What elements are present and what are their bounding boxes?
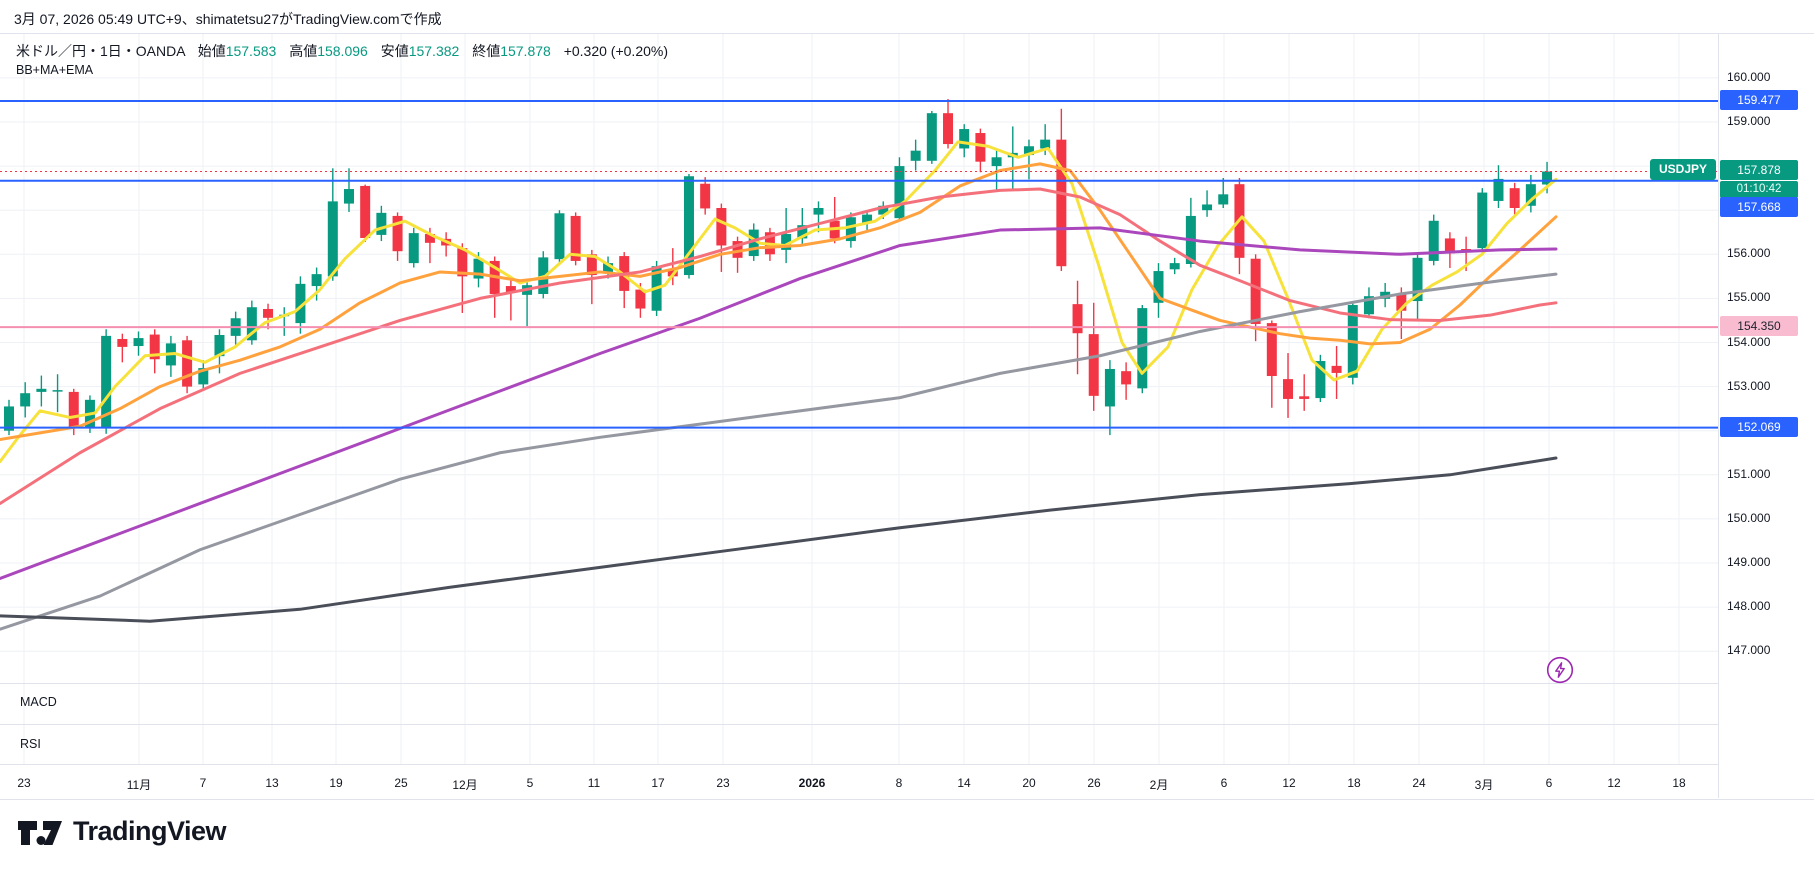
time-tick: 3月 bbox=[1474, 778, 1494, 792]
ma-slow-red bbox=[0, 187, 1558, 505]
time-tick: 20 bbox=[1022, 776, 1036, 790]
symbol-title: 米ドル／円・1日・OANDA bbox=[16, 43, 185, 59]
time-tick: 6 bbox=[1545, 776, 1553, 790]
ema-mid-orange bbox=[0, 162, 1558, 442]
price-tick: 149.000 bbox=[1727, 555, 1771, 569]
ma-dark bbox=[0, 456, 1558, 623]
low-value: 157.382 bbox=[408, 43, 460, 59]
high-label: 高値 bbox=[289, 43, 318, 59]
time-tick: 2026 bbox=[798, 776, 826, 790]
bar-countdown: 01:10:42 bbox=[1720, 181, 1798, 198]
time-tick: 23 bbox=[17, 776, 31, 790]
time-tick: 12 bbox=[1607, 776, 1621, 790]
time-axis-border bbox=[0, 764, 1718, 765]
price-tick: 160.000 bbox=[1727, 69, 1771, 84]
tradingview-logo-icon bbox=[18, 820, 62, 845]
time-tick: 2月 bbox=[1149, 778, 1169, 792]
low-label: 安値 bbox=[380, 43, 409, 59]
price-tick: 155.000 bbox=[1727, 290, 1771, 305]
chart-area[interactable] bbox=[0, 33, 1814, 800]
close-label: 終値 bbox=[472, 43, 501, 59]
price-tick: 156.000 bbox=[1727, 246, 1771, 261]
open-value: 157.583 bbox=[225, 43, 277, 59]
price-badge: 152.069 bbox=[1720, 417, 1798, 437]
price-tick: 154.000 bbox=[1727, 334, 1771, 349]
price-tick: 153.000 bbox=[1727, 378, 1771, 393]
open-label: 始値 bbox=[197, 43, 226, 59]
price-badge: 157.668 bbox=[1720, 197, 1798, 217]
time-tick: 7 bbox=[199, 776, 207, 790]
grid bbox=[0, 34, 1718, 765]
symbol-info-bar[interactable]: 米ドル／円・1日・OANDA 始値157.583 高値158.096 安値157… bbox=[16, 41, 668, 61]
price-badge: 154.350 bbox=[1720, 316, 1798, 336]
time-tick: 14 bbox=[957, 776, 971, 790]
macd-pane-label: MACD bbox=[20, 695, 57, 709]
flash-boost-button[interactable] bbox=[1546, 656, 1574, 684]
indicator-title[interactable]: BB+MA+EMA bbox=[16, 63, 94, 77]
price-tick: 159.000 bbox=[1727, 114, 1771, 128]
time-tick: 11 bbox=[587, 776, 601, 790]
attribution-text: 3月 07, 2026 05:49 UTC+9、shimatetsu27がTra… bbox=[14, 11, 442, 27]
price-scale-border bbox=[1718, 33, 1719, 798]
time-tick: 17 bbox=[651, 776, 665, 790]
candlestick-chart[interactable] bbox=[0, 34, 1814, 799]
price-tick: 147.000 bbox=[1727, 643, 1771, 658]
rsi-pane-label: RSI bbox=[20, 737, 41, 751]
time-tick: 12 bbox=[1282, 776, 1296, 790]
time-tick: 8 bbox=[895, 776, 903, 790]
ma-gray bbox=[0, 272, 1558, 631]
time-tick: 6 bbox=[1220, 776, 1228, 790]
time-tick: 5 bbox=[526, 776, 534, 790]
time-tick: 18 bbox=[1672, 776, 1686, 790]
time-tick: 24 bbox=[1412, 776, 1426, 790]
high-value: 158.096 bbox=[317, 43, 368, 59]
time-tick: 19 bbox=[329, 776, 343, 790]
time-tick: 13 bbox=[265, 776, 279, 790]
time-tick: 23 bbox=[716, 776, 730, 790]
ma-purple bbox=[0, 226, 1558, 580]
time-tick: 25 bbox=[394, 776, 408, 790]
candlestick-series bbox=[4, 99, 1553, 436]
price-badge: 157.878 bbox=[1720, 160, 1798, 180]
pane-divider-macd[interactable] bbox=[0, 683, 1718, 684]
lightning-icon bbox=[1546, 656, 1574, 684]
time-tick: 18 bbox=[1347, 776, 1361, 790]
time-tick: 26 bbox=[1087, 776, 1101, 790]
price-tick: 148.000 bbox=[1727, 599, 1771, 614]
time-tick: 12月 bbox=[452, 778, 478, 792]
pane-divider-rsi[interactable] bbox=[0, 724, 1718, 725]
ma-overlays bbox=[0, 140, 1558, 631]
time-tick: 11月 bbox=[126, 778, 152, 792]
tradingview-logo: TradingView bbox=[16, 816, 227, 847]
price-badge: 159.477 bbox=[1720, 90, 1798, 110]
change-value: +0.320 (+0.20%) bbox=[563, 43, 668, 59]
price-tick: 151.000 bbox=[1727, 466, 1771, 481]
price-levels[interactable] bbox=[0, 99, 1718, 429]
price-tick: 150.000 bbox=[1727, 510, 1771, 525]
tradingview-logo-text: TradingView bbox=[73, 816, 227, 846]
close-value: 157.878 bbox=[500, 43, 551, 59]
symbol-price-tag: USDJPY bbox=[1650, 159, 1716, 180]
